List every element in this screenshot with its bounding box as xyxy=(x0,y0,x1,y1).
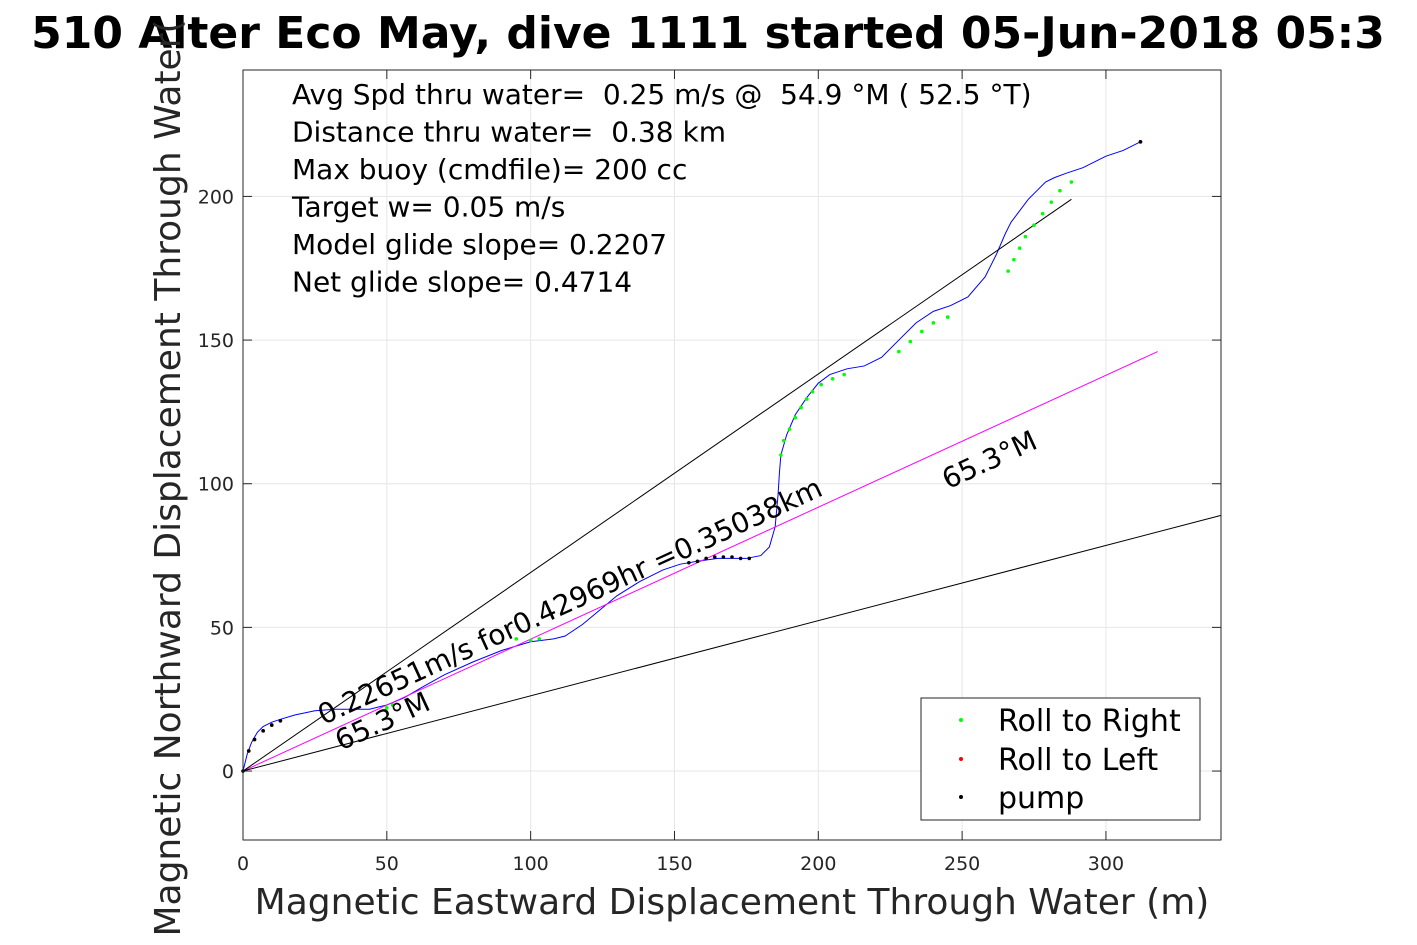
legend-box xyxy=(920,697,1201,821)
legend-label-roll-right: Roll to Right xyxy=(998,704,1181,739)
y-tick-label: 100 xyxy=(198,474,234,496)
series-line xyxy=(242,141,1141,772)
marker-point-roll-to-right xyxy=(528,638,533,643)
marker-point-roll-to-right xyxy=(781,438,786,443)
marker-point-roll-to-right xyxy=(810,389,815,394)
marker-point-roll-to-right xyxy=(1049,200,1054,204)
marker-point-pump xyxy=(687,560,691,565)
legend-label-pump: pump xyxy=(998,781,1084,816)
marker-point-roll-to-right xyxy=(842,372,846,377)
x-axis-label: Magnetic Eastward Displacement Through W… xyxy=(255,882,1210,923)
marker-point-roll-to-right xyxy=(390,703,395,707)
marker-point-pump xyxy=(712,555,717,559)
info-line: Distance thru water= 0.38 km xyxy=(292,116,726,149)
info-line: Target w= 0.05 m/s xyxy=(291,191,565,224)
series-lines xyxy=(242,141,1222,772)
marker-point-roll-to-right xyxy=(1017,246,1022,250)
legend-marker-roll-left xyxy=(959,757,963,761)
marker-point-pump xyxy=(1138,140,1143,144)
x-tick-label: 50 xyxy=(375,853,399,875)
marker-point-roll-to-right xyxy=(385,706,389,710)
plot-frame xyxy=(242,69,1222,841)
marker-point-roll-to-right xyxy=(897,349,901,354)
x-tick-label: 0 xyxy=(237,853,249,875)
series-line xyxy=(242,351,1158,772)
legend-label-roll-left: Roll to Left xyxy=(998,743,1158,778)
y-tick-label: 150 xyxy=(198,330,234,352)
marker-point-pump xyxy=(738,556,743,561)
marker-point-pump xyxy=(730,555,734,559)
marker-point-roll-to-right xyxy=(793,415,798,420)
x-tick-label: 200 xyxy=(800,853,836,875)
series-line xyxy=(242,198,1072,772)
info-line: Model glide slope= 0.2207 xyxy=(292,228,667,261)
marker-point-roll-to-right xyxy=(1006,269,1010,273)
x-tick-label: 100 xyxy=(513,853,549,875)
x-tick-label: 300 xyxy=(1088,853,1124,875)
legend: Roll to Right Roll to Left pump xyxy=(920,697,1201,821)
marker-point-roll-to-right xyxy=(799,405,803,410)
y-tick-label: 200 xyxy=(198,186,234,208)
y-tick-label: 0 xyxy=(222,761,234,783)
x-tick-label: 150 xyxy=(656,853,692,875)
legend-marker-roll-right xyxy=(959,718,963,722)
marker-point-roll-to-right xyxy=(1040,211,1045,216)
marker-point-roll-to-right xyxy=(1032,223,1036,227)
marker-point-roll-to-right xyxy=(804,397,809,401)
grid-lines xyxy=(242,70,1221,840)
marker-point-roll-to-right xyxy=(537,637,542,641)
marker-point-pump xyxy=(704,556,708,561)
legend-marker-pump xyxy=(959,795,963,799)
marker-point-roll-to-right xyxy=(1058,188,1062,193)
chart-title: 510 Alter Eco May, dive 1111 started 05-… xyxy=(31,8,1385,59)
marker-point-pump xyxy=(261,729,265,733)
marker-point-roll-to-right xyxy=(514,637,519,641)
x-tick-label: 250 xyxy=(944,853,980,875)
marker-point-pump xyxy=(269,723,274,727)
marker-point-roll-to-right xyxy=(920,329,924,334)
marker-point-roll-to-right xyxy=(1012,257,1016,262)
marker-point-pump xyxy=(252,737,257,742)
info-line: Avg Spd thru water= 0.25 m/s @ 54.9 °M (… xyxy=(292,78,1032,111)
marker-point-roll-to-right xyxy=(908,339,913,344)
marker-point-roll-to-right xyxy=(1069,180,1074,184)
marker-point-roll-to-right xyxy=(945,315,950,319)
marker-point-roll-to-right xyxy=(830,377,835,381)
marker-point-roll-to-right xyxy=(787,427,792,431)
marker-point-roll-to-right xyxy=(779,453,783,457)
series-markers xyxy=(241,140,1143,773)
marker-point-pump xyxy=(695,559,700,564)
info-text-block: Avg Spd thru water= 0.25 m/s @ 54.9 °M (… xyxy=(291,78,1032,299)
y-tick-label: 50 xyxy=(210,617,234,639)
info-line: Net glide slope= 0.4714 xyxy=(292,266,632,299)
marker-point-roll-to-right xyxy=(931,321,936,325)
info-line: Max buoy (cmdfile)= 200 cc xyxy=(292,153,687,186)
marker-point-pump xyxy=(721,555,726,559)
axis-ticks: 0 50 100 150 200 250 300 0 50 100 150 200 xyxy=(198,70,1221,875)
marker-point-roll-to-right xyxy=(819,382,823,387)
marker-point-pump xyxy=(246,749,251,753)
marker-point-roll-to-right xyxy=(1023,234,1028,239)
y-axis-label: Magnetic Northward Displacement Through … xyxy=(148,19,189,936)
marker-point-pump xyxy=(278,718,283,723)
series-line xyxy=(242,514,1222,772)
marker-point-pump xyxy=(747,556,752,561)
